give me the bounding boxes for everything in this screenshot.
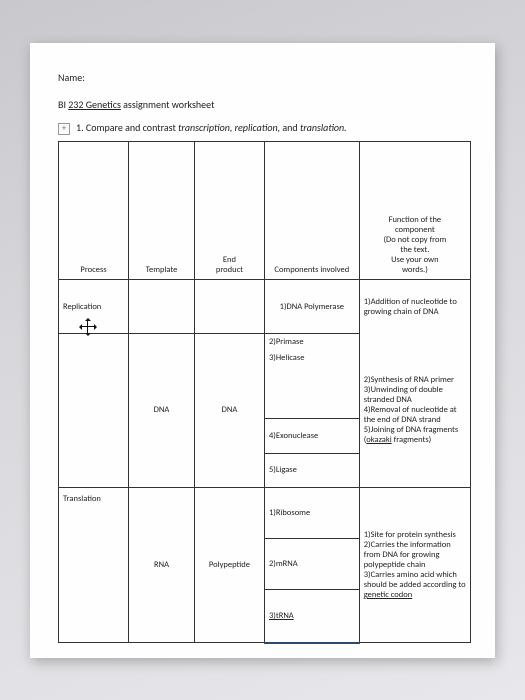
q-terms: transcription, replication, bbox=[178, 121, 280, 134]
comparison-table: Process Template Endproduct Components i… bbox=[58, 141, 471, 644]
header-row: Process Template Endproduct Components i… bbox=[59, 141, 471, 280]
expand-icon[interactable]: + bbox=[58, 123, 70, 135]
cell-process: Translation bbox=[59, 487, 129, 642]
col-process: Process bbox=[59, 141, 129, 280]
cell-fn: 1)Addition of nucleotide to growing chai… bbox=[359, 280, 470, 333]
question-text: 1. Compare and contrast transcription, r… bbox=[76, 121, 347, 134]
cell-comp: 2)mRNA bbox=[264, 539, 359, 590]
cell-comp: 3)tRNA bbox=[264, 590, 359, 643]
q-and: and bbox=[280, 121, 300, 134]
q-number: 1. bbox=[76, 121, 84, 134]
worksheet-page: Name: BI 232 Genetics assignment workshe… bbox=[30, 43, 495, 658]
cell-fn-group: 2)Synthesis of RNA primer 3)Unwinding of… bbox=[359, 333, 470, 487]
cell-process: Replication bbox=[59, 280, 129, 333]
cell-template: RNA bbox=[129, 487, 195, 642]
course-suffix: assignment worksheet bbox=[121, 98, 215, 111]
cell-fn-group: 1)Site for protein synthesis 2)Carries t… bbox=[359, 487, 470, 642]
course-line: BI 232 Genetics assignment worksheet bbox=[58, 98, 471, 111]
cell-comp: 1)Ribosome bbox=[264, 487, 359, 538]
cell-comp: 5)Ligase bbox=[264, 453, 359, 487]
q-lead: Compare and contrast bbox=[86, 121, 178, 134]
course-prefix: BI bbox=[58, 98, 68, 111]
cell-template bbox=[129, 280, 195, 333]
name-label: Name: bbox=[58, 71, 471, 84]
cell-process-blank bbox=[59, 333, 129, 487]
question-row: + 1. Compare and contrast transcription,… bbox=[58, 121, 471, 135]
cell-end bbox=[194, 280, 264, 333]
col-function: Function of the component (Do not copy f… bbox=[359, 141, 470, 280]
col-end-product: Endproduct bbox=[194, 141, 264, 280]
cell-comp: 2)Primase 3)Helicase bbox=[264, 333, 359, 419]
cell-comp: 1)DNA Polymerase bbox=[264, 280, 359, 333]
cell-end: DNA bbox=[194, 333, 264, 487]
cell-template: DNA bbox=[129, 333, 195, 487]
q-last: translation. bbox=[300, 121, 347, 134]
cell-end: Polypeptide bbox=[194, 487, 264, 642]
move-cursor-icon bbox=[81, 320, 95, 334]
table-row: Replication 1)DNA Polymerase 1)Addition … bbox=[59, 280, 471, 333]
course-underlined: 232 Genetics bbox=[68, 98, 121, 111]
cell-comp: 4)Exonuclease bbox=[264, 419, 359, 453]
col-template: Template bbox=[129, 141, 195, 280]
col-components: Components involved bbox=[264, 141, 359, 280]
table-row: Translation RNA Polypeptide 1)Ribosome 1… bbox=[59, 487, 471, 538]
